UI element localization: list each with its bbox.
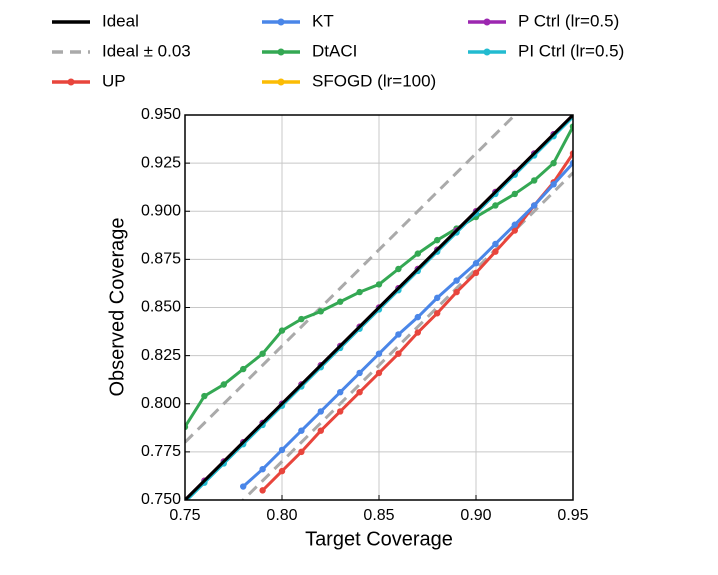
y-tick-label: 0.875: [141, 251, 181, 268]
series-point: [492, 202, 499, 209]
series-point: [569, 150, 573, 157]
series-point: [511, 190, 518, 198]
legend-marker: [67, 78, 75, 86]
series-line: [185, 115, 573, 500]
x-tick-label: 0.90: [460, 507, 491, 524]
series-point: [531, 177, 538, 184]
series-point: [395, 265, 402, 273]
plot-area: [185, 115, 573, 500]
series-point: [414, 313, 421, 321]
legend-marker: [483, 18, 491, 26]
series-line: [261, 152, 573, 492]
series-point: [278, 467, 286, 475]
y-tick-label: 0.900: [141, 202, 181, 219]
series-point: [453, 277, 460, 284]
series-point: [531, 202, 538, 209]
series-point: [511, 227, 518, 234]
series-line: [242, 162, 573, 488]
legend-label: DtACI: [312, 41, 357, 60]
legend-marker: [483, 48, 491, 56]
series-point: [337, 298, 344, 305]
y-axis-label: Observed Coverage: [106, 218, 128, 397]
legend-label: Ideal ± 0.03: [102, 41, 191, 60]
series-point: [317, 408, 324, 415]
legend-label: PI Ctrl (lr=0.5): [518, 41, 624, 60]
series-point: [492, 240, 499, 248]
legend-label: UP: [102, 71, 126, 90]
x-tick-label: 0.75: [169, 507, 200, 524]
legend: Ideal Ideal ± 0.03 UP KT DtACI SFOGD (lr=100)…: [52, 11, 624, 90]
series-point: [375, 350, 383, 357]
series-point: [414, 250, 421, 257]
legend-label: P Ctrl (lr=0.5): [518, 11, 619, 30]
series-point: [356, 389, 363, 396]
series-point: [298, 448, 305, 456]
series-point: [550, 181, 557, 188]
series-point: [259, 350, 266, 357]
series-point: [259, 487, 266, 494]
x-tick-label: 0.85: [363, 507, 394, 524]
series-point: [414, 329, 421, 336]
y-tick-label: 0.950: [141, 106, 181, 123]
series-point: [395, 331, 402, 338]
series-point: [569, 123, 573, 130]
series-point: [240, 483, 247, 490]
series-point: [298, 427, 305, 434]
y-tick-label: 0.775: [141, 443, 181, 460]
series-point: [201, 392, 208, 400]
y-tick-label: 0.800: [141, 395, 181, 412]
legend-label: Ideal: [102, 11, 139, 30]
legend-label: KT: [312, 11, 334, 30]
series-point: [550, 159, 557, 167]
series-point: [375, 281, 383, 288]
series-point: [278, 327, 286, 334]
series-point: [472, 260, 480, 267]
y-tick-label: 0.850: [141, 299, 181, 316]
series-point: [375, 369, 383, 377]
series-point: [185, 423, 189, 431]
series-point: [492, 248, 499, 255]
y-tick-label: 0.925: [141, 154, 181, 171]
legend-label: SFOGD (lr=100): [312, 71, 436, 90]
y-tick-label: 0.750: [141, 491, 181, 508]
series-line: [185, 115, 517, 444]
series-point: [472, 269, 480, 277]
series-point: [298, 315, 305, 323]
series-point: [259, 466, 266, 473]
series-point: [317, 427, 324, 434]
series-point: [569, 159, 573, 167]
legend-marker: [277, 48, 285, 56]
series-point: [220, 381, 227, 388]
series-point: [434, 236, 441, 244]
x-axis-label: Target Coverage: [305, 528, 453, 550]
series-point: [337, 389, 344, 396]
axes: 0.75 0.80 0.85 0.90 0.95 0.750 0.775 0.800 0.825…: [141, 106, 589, 524]
series-point: [453, 288, 460, 296]
series-point: [240, 365, 247, 373]
x-tick-label: 0.95: [557, 507, 588, 524]
y-tick-label: 0.825: [141, 347, 181, 364]
series-point: [434, 310, 441, 317]
series-point: [511, 221, 518, 228]
series-point: [356, 369, 363, 377]
series-point: [395, 350, 402, 357]
series-point: [337, 408, 344, 415]
legend-marker: [277, 18, 285, 26]
series-point: [278, 446, 286, 454]
series-point: [356, 288, 363, 296]
x-tick-label: 0.80: [266, 507, 297, 524]
legend-marker: [277, 78, 285, 86]
series-point: [434, 294, 441, 302]
series-point: [317, 308, 324, 315]
